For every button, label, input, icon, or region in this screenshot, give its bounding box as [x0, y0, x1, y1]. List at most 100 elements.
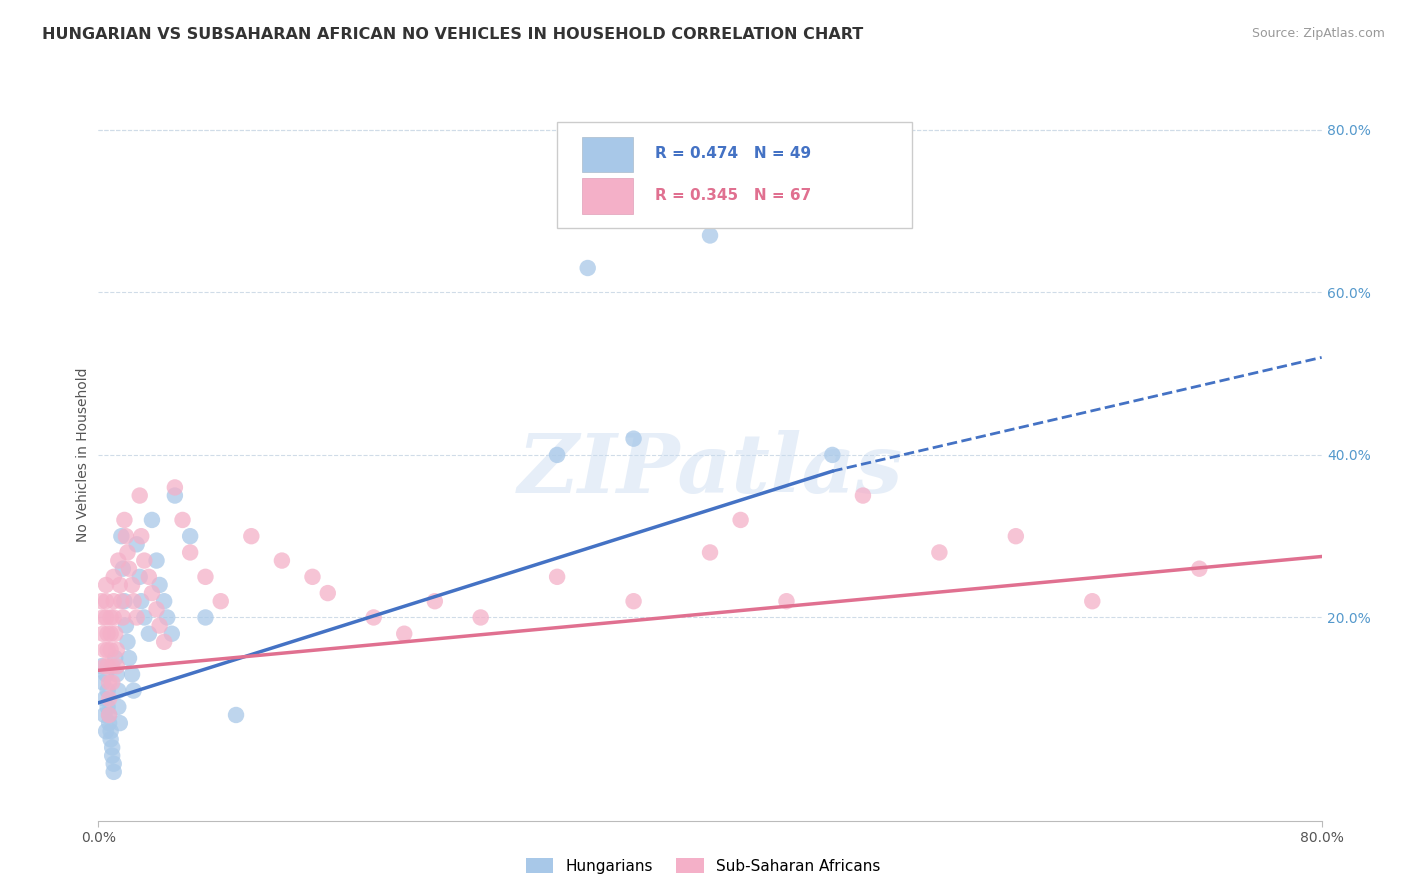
Point: [110, 594, 132, 608]
Point: [118, 562, 141, 576]
Point: [149, 618, 172, 632]
Point: [94, 724, 117, 739]
Point: [125, 610, 148, 624]
Point: [107, 683, 129, 698]
Point: [149, 578, 172, 592]
Point: [98, 675, 121, 690]
Point: [194, 570, 217, 584]
Point: [623, 594, 645, 608]
Point: [145, 602, 167, 616]
Point: [1004, 529, 1026, 543]
Point: [100, 626, 122, 640]
Point: [145, 553, 167, 567]
Point: [392, 626, 416, 640]
Point: [160, 626, 183, 640]
Point: [194, 610, 217, 624]
Point: [546, 570, 568, 584]
Point: [111, 562, 134, 576]
Point: [301, 570, 323, 584]
Point: [93, 708, 115, 723]
Point: [121, 667, 143, 681]
Point: [141, 513, 163, 527]
Point: [209, 594, 232, 608]
Y-axis label: No Vehicles in Household: No Vehicles in Household: [76, 368, 90, 542]
Legend: Hungarians, Sub-Saharan Africans: Hungarians, Sub-Saharan Africans: [520, 852, 886, 880]
Point: [105, 659, 128, 673]
Point: [134, 553, 156, 567]
Point: [179, 529, 201, 543]
Point: [90, 659, 112, 673]
Point: [117, 635, 139, 649]
Point: [111, 610, 134, 624]
Text: R = 0.474   N = 49: R = 0.474 N = 49: [655, 146, 811, 161]
Point: [110, 529, 132, 543]
Point: [129, 594, 152, 608]
Text: ZIPatlas: ZIPatlas: [517, 430, 903, 509]
Point: [103, 610, 125, 624]
Point: [91, 675, 114, 690]
Point: [100, 724, 122, 739]
Point: [122, 683, 145, 698]
Text: R = 0.345   N = 67: R = 0.345 N = 67: [655, 187, 811, 202]
Point: [730, 513, 752, 527]
Point: [179, 545, 201, 559]
Point: [100, 610, 122, 624]
Point: [91, 626, 114, 640]
Point: [112, 513, 135, 527]
Point: [101, 675, 124, 690]
Point: [240, 529, 263, 543]
Point: [128, 489, 150, 503]
Point: [90, 594, 112, 608]
Point: [623, 432, 645, 446]
Point: [105, 643, 128, 657]
Point: [97, 683, 120, 698]
Point: [91, 610, 114, 624]
Point: [128, 570, 150, 584]
Point: [153, 594, 176, 608]
Point: [121, 578, 143, 592]
Point: [97, 643, 120, 657]
Point: [115, 618, 138, 632]
Point: [112, 594, 135, 608]
Point: [1188, 562, 1211, 576]
Point: [470, 610, 492, 624]
Point: [134, 610, 156, 624]
Point: [153, 635, 176, 649]
Point: [316, 586, 339, 600]
Point: [821, 448, 844, 462]
FancyBboxPatch shape: [582, 136, 633, 172]
Point: [928, 545, 950, 559]
Point: [138, 570, 160, 584]
Point: [105, 667, 128, 681]
Point: [101, 740, 124, 755]
Point: [546, 448, 568, 462]
Point: [93, 691, 115, 706]
Point: [270, 553, 292, 567]
Point: [129, 529, 152, 543]
Point: [94, 594, 117, 608]
Point: [98, 708, 121, 723]
Point: [172, 513, 194, 527]
Point: [108, 578, 131, 592]
Point: [699, 545, 721, 559]
Point: [1081, 594, 1104, 608]
Point: [141, 586, 163, 600]
FancyBboxPatch shape: [582, 178, 633, 213]
Point: [94, 610, 117, 624]
Point: [101, 748, 124, 763]
Point: [103, 570, 125, 584]
Text: HUNGARIAN VS SUBSAHARAN AFRICAN NO VEHICLES IN HOUSEHOLD CORRELATION CHART: HUNGARIAN VS SUBSAHARAN AFRICAN NO VEHIC…: [42, 27, 863, 42]
Point: [100, 732, 122, 747]
Point: [423, 594, 446, 608]
Point: [699, 228, 721, 243]
Point: [138, 626, 160, 640]
Point: [97, 626, 120, 640]
Point: [576, 260, 599, 275]
Point: [107, 553, 129, 567]
FancyBboxPatch shape: [557, 122, 912, 228]
Point: [98, 716, 121, 731]
Point: [98, 691, 121, 706]
Point: [103, 756, 125, 771]
Point: [163, 489, 186, 503]
Point: [104, 651, 127, 665]
